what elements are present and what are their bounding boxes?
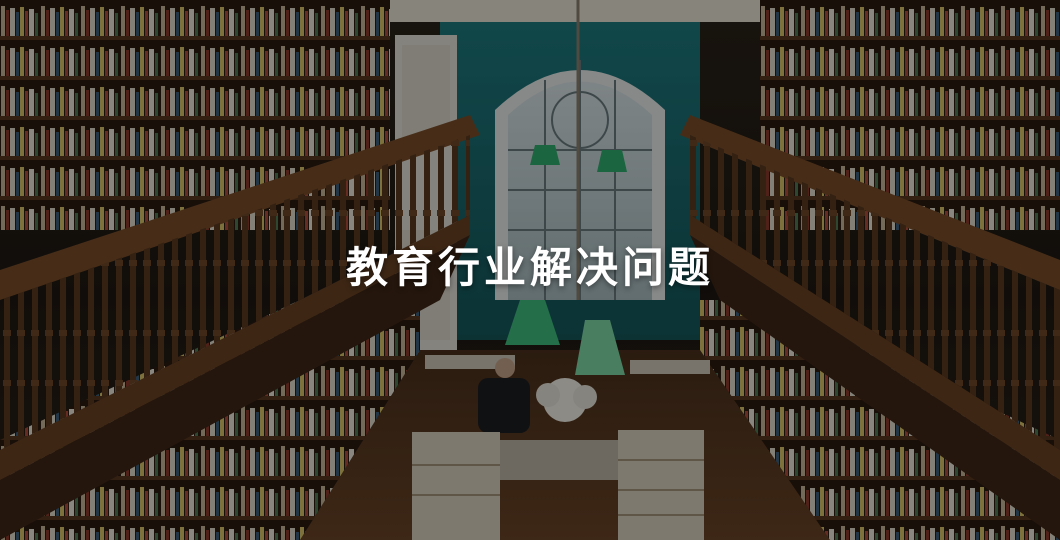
banner-title: 教育行业解决问题 xyxy=(345,243,714,292)
